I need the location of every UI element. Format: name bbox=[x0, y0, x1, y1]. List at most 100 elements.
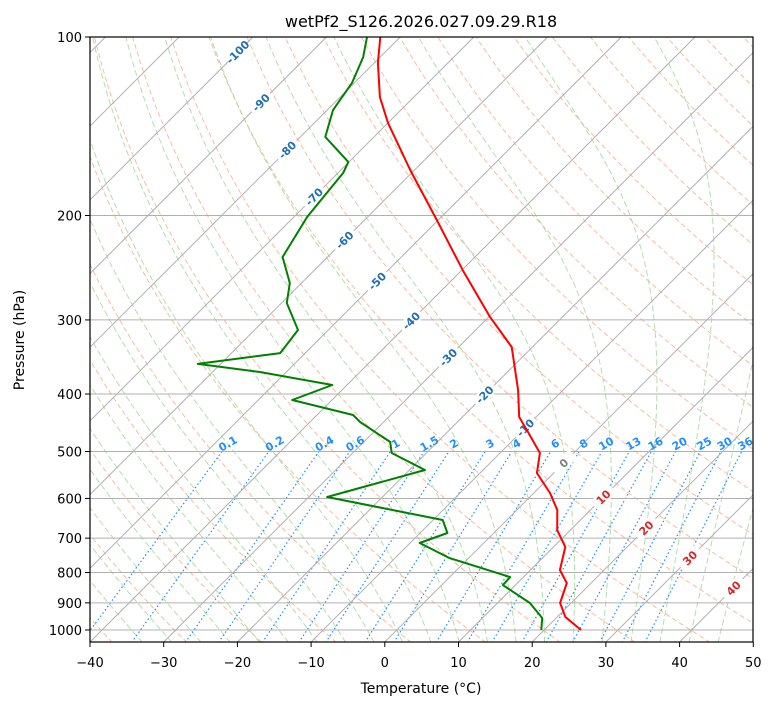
isotherm-line bbox=[236, 125, 753, 642]
mixing-ratio-label: 13 bbox=[624, 434, 644, 453]
dry-adiabat bbox=[742, 37, 753, 48]
moist-adiabat bbox=[418, 37, 612, 642]
mixing-ratio-label: 20 bbox=[670, 434, 690, 453]
y-axis-label: Pressure (hPa) bbox=[12, 290, 28, 390]
isotherm-line bbox=[310, 199, 753, 642]
moist-adiabat bbox=[90, 281, 347, 642]
x-tick-label: −20 bbox=[224, 656, 251, 671]
mixing-ratio-label: 3 bbox=[484, 436, 497, 451]
dry-adiabat bbox=[399, 37, 753, 408]
y-tick-label: 500 bbox=[57, 445, 82, 460]
isotherm-label-bg bbox=[632, 514, 660, 542]
isotherm-line bbox=[752, 641, 753, 642]
y-tick-label: 1000 bbox=[49, 624, 82, 639]
isotherm-line bbox=[90, 37, 475, 422]
dry-adiabat bbox=[284, 37, 753, 536]
isotherm-label-bg bbox=[589, 483, 617, 511]
dry-adiabat bbox=[90, 263, 412, 642]
dry-adiabat bbox=[90, 155, 487, 642]
mixing-ratio-line bbox=[218, 451, 351, 642]
isotherm-line bbox=[531, 420, 753, 642]
moist-adiabat bbox=[210, 37, 517, 642]
mixing-ratio-line bbox=[521, 451, 630, 642]
y-tick-label: 800 bbox=[57, 567, 82, 582]
y-tick-label: 900 bbox=[57, 597, 82, 612]
moist-adiabat bbox=[92, 37, 432, 642]
temperature-profile-line bbox=[376, 37, 582, 631]
x-axis-label: Temperature (°C) bbox=[360, 681, 482, 697]
moist-adiabat bbox=[90, 383, 289, 642]
moist-adiabat bbox=[90, 506, 202, 642]
dry-adiabat bbox=[90, 359, 337, 642]
chart-title: wetPf2_S126.2026.027.09.29.R18 bbox=[285, 12, 557, 32]
moist-adiabat bbox=[90, 217, 375, 642]
moist-adiabat bbox=[524, 37, 658, 642]
isotherm-label-bg bbox=[273, 136, 301, 164]
dry-adiabat bbox=[170, 37, 711, 642]
moist-adiabat bbox=[90, 427, 260, 642]
y-tick-label: 600 bbox=[57, 492, 82, 507]
mixing-ratio-label: 6 bbox=[549, 436, 562, 451]
dry-adiabat bbox=[666, 37, 753, 127]
moist-adiabat bbox=[333, 37, 576, 642]
isotherm-line bbox=[90, 37, 622, 570]
x-tick-label: −10 bbox=[297, 656, 324, 671]
profiles bbox=[196, 37, 582, 631]
moist-adiabat bbox=[125, 37, 460, 642]
mixing-ratio-label: 10 bbox=[597, 434, 617, 453]
dewpoint-profile-line bbox=[196, 37, 544, 631]
moist-adiabat bbox=[717, 506, 753, 642]
mixing-ratio-label: 30 bbox=[715, 434, 735, 453]
isotherm-label-bg bbox=[471, 381, 499, 409]
moist-adiabat bbox=[90, 579, 143, 642]
mixing-ratio-line bbox=[90, 451, 223, 632]
isotherm-label-bg bbox=[550, 449, 578, 477]
x-tick-label: 40 bbox=[671, 656, 688, 671]
dry-adiabat bbox=[589, 37, 753, 206]
x-tick-label: −40 bbox=[76, 656, 103, 671]
y-tick-label: 200 bbox=[57, 210, 82, 225]
moist-adiabat bbox=[90, 468, 231, 642]
isotherm-label-bg bbox=[434, 343, 462, 371]
moist-adiabat bbox=[90, 543, 173, 642]
isotherm-label-bg bbox=[300, 183, 328, 211]
x-tick-label: 30 bbox=[598, 656, 615, 671]
y-tick-label: 300 bbox=[57, 314, 82, 329]
mixing-ratio-line bbox=[545, 451, 652, 642]
mixing-ratio-line bbox=[435, 451, 552, 642]
mixing-ratio-line bbox=[261, 451, 391, 642]
isotherm-line bbox=[384, 273, 753, 642]
mixing-ratio-line bbox=[131, 451, 270, 642]
dry-adiabat bbox=[513, 37, 753, 286]
dry-adiabat bbox=[704, 37, 753, 88]
isotherm-label-bg bbox=[247, 89, 275, 117]
isotherm-line bbox=[605, 494, 753, 642]
moist-adiabat bbox=[653, 37, 715, 642]
x-tick-label: 10 bbox=[450, 656, 467, 671]
moist-adiabat bbox=[90, 335, 318, 642]
isotherm-label-bg bbox=[676, 544, 704, 572]
mixing-ratio-line bbox=[466, 451, 580, 642]
dry-adiabat bbox=[93, 37, 561, 642]
dry-adiabat bbox=[208, 37, 753, 624]
moist-adiabat bbox=[164, 37, 489, 642]
y-tick-label: 700 bbox=[57, 532, 82, 547]
dry-adiabat bbox=[437, 37, 753, 367]
mixing-ratio-label: 36 bbox=[736, 434, 756, 453]
mixing-ratio-line bbox=[184, 451, 320, 642]
plot-frame bbox=[89, 36, 754, 643]
mixing-ratio-line bbox=[599, 451, 701, 642]
mixing-ratio-line bbox=[491, 451, 603, 642]
isotherm-label: -100 bbox=[224, 38, 253, 67]
x-tick-label: −30 bbox=[150, 656, 177, 671]
isotherm-line bbox=[90, 37, 401, 348]
isotherm-line bbox=[90, 37, 548, 496]
dry-adiabat bbox=[90, 533, 188, 642]
x-tick-label: 0 bbox=[381, 656, 389, 671]
dry-adiabat bbox=[360, 37, 753, 450]
isotherm-line bbox=[457, 346, 753, 642]
y-tick-label: 100 bbox=[57, 31, 82, 46]
isotherm-line bbox=[90, 37, 254, 201]
isotherm-label-bg bbox=[397, 307, 425, 335]
isotherm-line bbox=[90, 37, 696, 642]
